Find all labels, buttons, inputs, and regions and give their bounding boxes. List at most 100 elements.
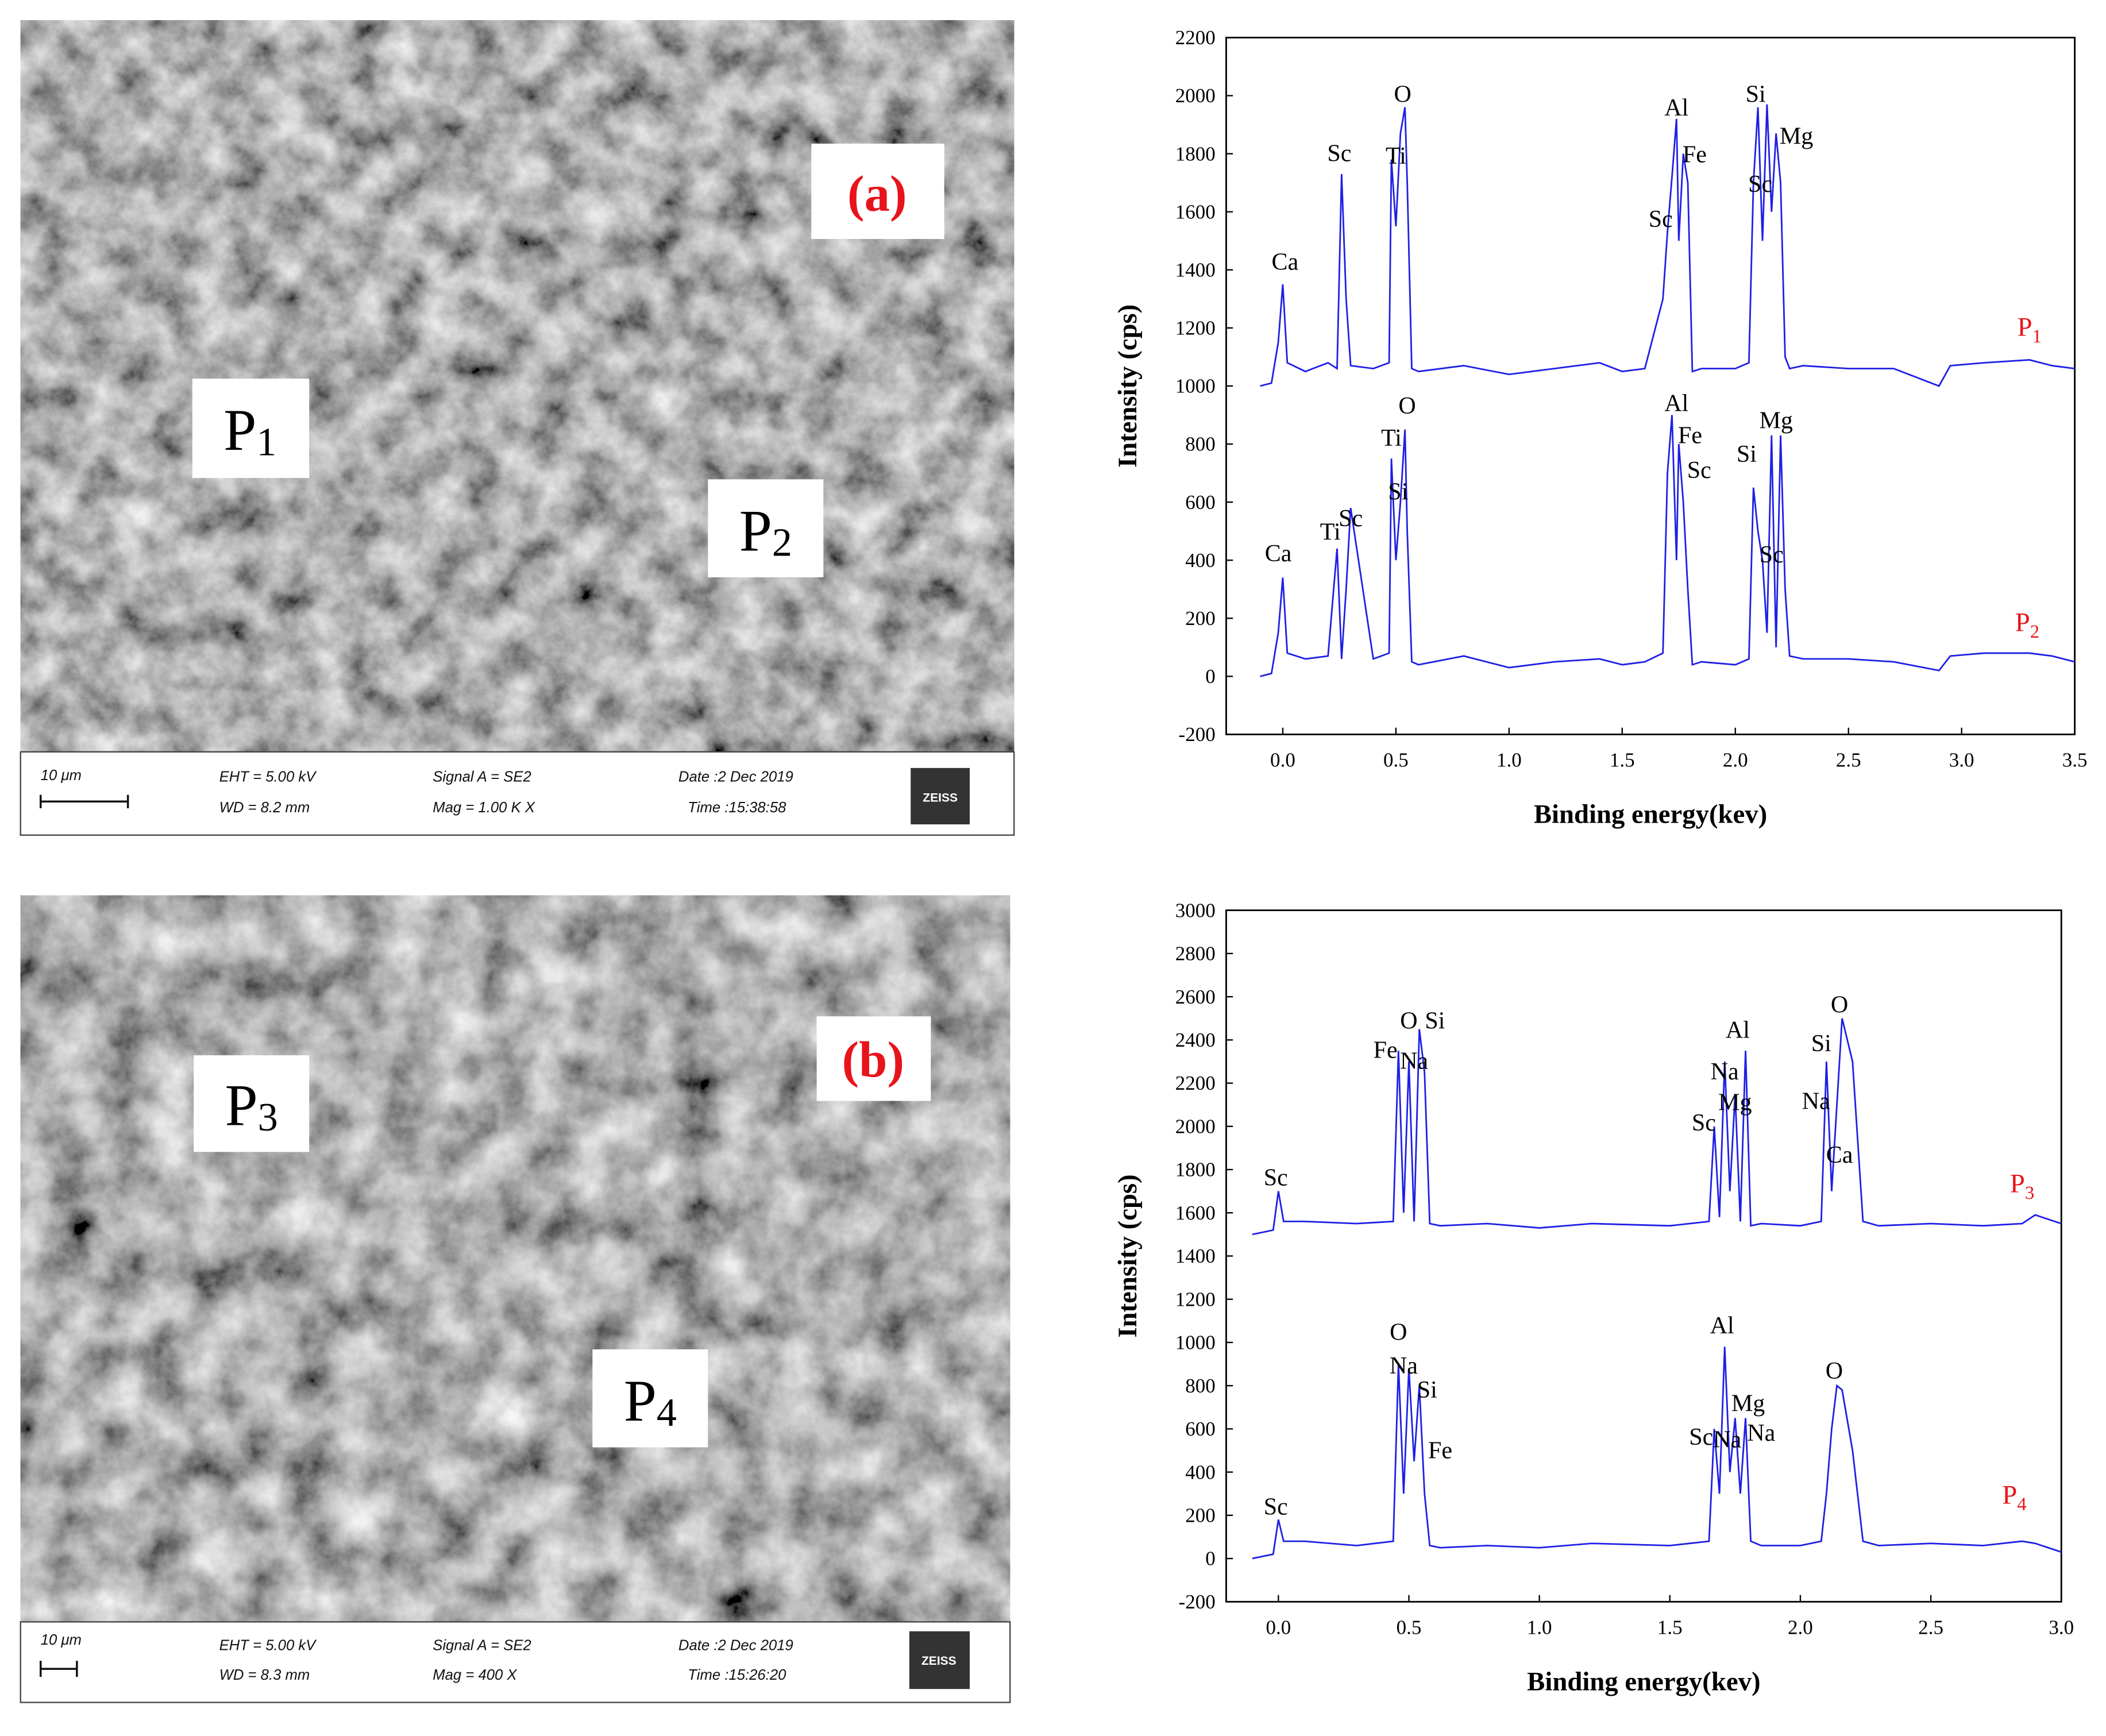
info-bar — [20, 1621, 1011, 1703]
spectrum-line — [1260, 104, 2075, 387]
y-tick-label: 600 — [1185, 491, 1216, 514]
plot-frame — [1225, 37, 2076, 735]
y-tick-label: 1400 — [1175, 1245, 1216, 1267]
x-tick-label: 1.5 — [1657, 1616, 1683, 1638]
y-tick-label: 2000 — [1175, 1115, 1216, 1137]
peak-label: Al — [1664, 95, 1688, 121]
point-label: P4 — [624, 1368, 677, 1435]
peak-label: Al — [1710, 1313, 1734, 1339]
panel-label: (a) — [847, 166, 907, 222]
point-box — [592, 1349, 708, 1448]
peak-label: Si — [1737, 441, 1757, 468]
x-tick-label: 2.0 — [1723, 749, 1748, 771]
peak-label: Si — [1388, 479, 1408, 505]
y-tick-label: 600 — [1185, 1418, 1216, 1440]
y-axis-label: Intensity (cps) — [1113, 1174, 1143, 1337]
eht: EHT = 5.00 kV — [219, 1637, 318, 1653]
peak-label: Na — [1802, 1088, 1830, 1114]
series-label: P2 — [2015, 608, 2039, 643]
x-axis-label: Binding energy(kev) — [1534, 800, 1767, 830]
wd: WD = 8.2 mm — [219, 800, 310, 816]
point-sub: 1 — [256, 420, 276, 464]
eht: EHT = 5.00 kV — [219, 769, 318, 785]
chart: -200 0 200 400 600 800 1000 1200 1400 1600 1800 200… — [1113, 26, 2088, 830]
series-label-letter: P — [2002, 1480, 2017, 1510]
sem-image-b: (b) P3 P4 10 μm EHT = 5.00 kV WD = 8.3 m… — [20, 895, 1011, 1703]
y-tick-label: 800 — [1185, 433, 1216, 456]
spectrum-line — [1260, 415, 2075, 677]
peak-label: Al — [1664, 390, 1688, 416]
x-tick-label: 3.0 — [2049, 1616, 2074, 1638]
peak-label: O — [1826, 1358, 1843, 1384]
scale-label: 10 μm — [41, 767, 82, 784]
peak-label: Si — [1811, 1031, 1831, 1057]
peak-label: Mg — [1759, 408, 1792, 434]
peak-label: Ca — [1826, 1142, 1853, 1168]
x-tick-label: 2.5 — [1836, 749, 1861, 771]
peak-label: Fe — [1678, 422, 1702, 449]
peak-label: Ti — [1386, 143, 1406, 169]
peak-label: Na — [1390, 1353, 1418, 1379]
series-label-sub: 3 — [2025, 1183, 2034, 1203]
x-tick-label: 0.5 — [1383, 749, 1409, 771]
x-tick-label: 2.0 — [1788, 1616, 1813, 1638]
y-tick-label: 1400 — [1175, 259, 1216, 281]
peak-label: Sc — [1339, 506, 1363, 532]
peak-label: Fe — [1683, 142, 1707, 168]
y-tick-label: 1800 — [1175, 142, 1216, 165]
peak-label: O — [1398, 393, 1415, 419]
series-label: P3 — [2010, 1168, 2034, 1203]
mag: Mag = 400 X — [433, 1667, 517, 1683]
peak-label: Sc — [1687, 457, 1711, 484]
point-letter: P — [624, 1368, 657, 1434]
point-label: P3 — [225, 1073, 278, 1140]
point-box — [194, 1055, 310, 1152]
point-label: P1 — [223, 398, 276, 464]
peak-label: O — [1390, 1320, 1407, 1346]
x-tick-label: 0.5 — [1397, 1616, 1422, 1638]
peak-label: Ti — [1381, 425, 1402, 452]
x-axis-label: Binding energy(kev) — [1527, 1667, 1760, 1697]
series-label-sub: 1 — [2032, 326, 2042, 347]
peak-label: O — [1831, 992, 1848, 1018]
wd: WD = 8.3 mm — [219, 1667, 310, 1683]
micrograph — [20, 20, 1015, 752]
point-sub: 4 — [657, 1391, 677, 1435]
date: Date :2 Dec 2019 — [678, 769, 793, 785]
chart: -200 0 200 400 600 800 1000 1200 1400 1600 1800 200… — [1113, 899, 2074, 1696]
panel-label: (b) — [842, 1032, 905, 1088]
sem-image-a: (a) P1 P2 10 μm EHT = 5.00 kV WD = 8.2 m… — [20, 20, 1015, 836]
y-tick-label: 0 — [1205, 665, 1216, 688]
peak-label: Sc — [1760, 542, 1784, 568]
scale-bar — [39, 794, 129, 808]
x-tick-label: 2.5 — [1918, 1616, 1943, 1638]
x-tick-label: 0.0 — [1266, 1616, 1291, 1638]
point-letter: P — [225, 1073, 258, 1139]
y-tick-label: 2000 — [1175, 84, 1216, 107]
x-tick-label: 1.5 — [1610, 749, 1635, 771]
y-tick-label: 1000 — [1175, 1332, 1216, 1354]
spectrum-line — [1252, 1347, 2062, 1560]
y-tick-label: 2600 — [1175, 986, 1216, 1008]
series-label: P1 — [2018, 313, 2042, 348]
y-tick-label: 2800 — [1175, 943, 1216, 965]
logo: ZEISS — [921, 1654, 956, 1668]
plot-frame — [1225, 909, 2062, 1603]
point-letter: P — [739, 498, 772, 564]
x-tick-label: 0.0 — [1270, 749, 1295, 771]
signal: Signal A = SE2 — [433, 1637, 531, 1653]
spectrum-line — [1252, 1018, 2062, 1236]
point-sub: 2 — [772, 521, 792, 565]
time: Time :15:26:20 — [688, 1667, 786, 1683]
peak-label: Ca — [1272, 249, 1299, 276]
point-sub: 3 — [258, 1095, 278, 1140]
peak-label: Na — [1711, 1059, 1739, 1085]
peak-label: Sc — [1264, 1165, 1288, 1191]
y-tick-label: 400 — [1185, 549, 1216, 572]
peak-label: Na — [1713, 1426, 1741, 1453]
scale-bar — [39, 1661, 78, 1677]
peak-label: O — [1394, 82, 1411, 108]
series-label-letter: P — [2015, 608, 2030, 638]
peak-label: Sc — [1264, 1494, 1288, 1520]
